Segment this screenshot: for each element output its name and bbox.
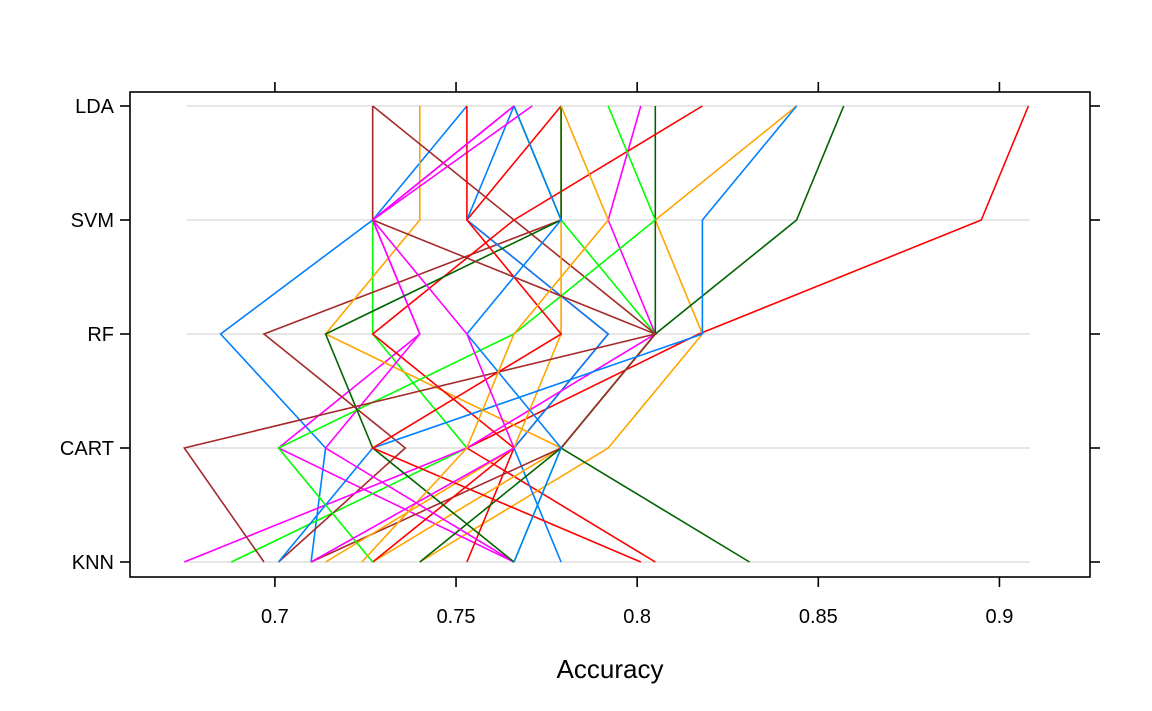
- series-line-9: [465, 105, 610, 563]
- series-line-24: [361, 105, 610, 563]
- series-line-17: [277, 105, 798, 563]
- series-line-3: [219, 105, 468, 563]
- x-tick-label: 0.9: [986, 606, 1014, 628]
- x-axis-ticks: 0.7 0.75 0.8 0.85 0.9: [261, 82, 1013, 628]
- x-tick-label: 0.85: [799, 606, 838, 628]
- series-line-18: [324, 105, 533, 563]
- series-line-21: [182, 106, 658, 563]
- y-tick-label-knn: KNN: [72, 552, 114, 574]
- x-tick-label: 0.75: [437, 606, 476, 628]
- x-tick-label: 0.8: [623, 606, 651, 628]
- x-tick-label: 0.7: [261, 606, 289, 628]
- y-axis-ticks: KNN CART RF SVM LDA: [60, 96, 1100, 574]
- y-tick-label-rf: RF: [87, 324, 114, 346]
- y-tick-label-lda: LDA: [75, 96, 115, 118]
- series-line-20: [324, 106, 562, 563]
- series-line-25: [310, 105, 516, 563]
- y-tick-label-cart: CART: [60, 438, 114, 460]
- series-lines: [182, 105, 1030, 563]
- x-axis-title: Accuracy: [557, 654, 664, 684]
- series-line-15: [371, 105, 703, 563]
- series-line-22: [370, 106, 642, 563]
- y-tick-label-svm: SVM: [71, 210, 114, 232]
